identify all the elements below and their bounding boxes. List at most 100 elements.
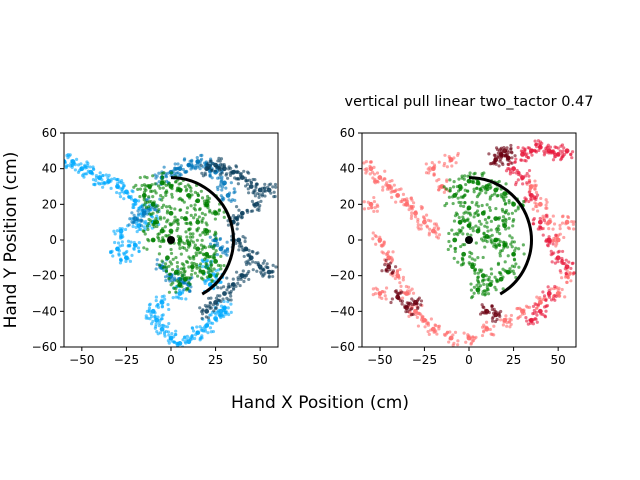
data-point-jitter	[129, 197, 134, 201]
data-point-jitter	[247, 178, 252, 182]
data-point-jitter	[534, 150, 539, 154]
data-point-jitter	[474, 224, 478, 228]
data-point-jitter	[135, 216, 140, 221]
data-point-jitter	[514, 246, 518, 250]
data-point	[493, 312, 499, 318]
data-point-jitter	[217, 176, 222, 180]
data-point-jitter	[102, 182, 106, 186]
data-point-jitter	[167, 290, 172, 294]
data-point-jitter	[539, 300, 543, 305]
data-point-jitter	[164, 329, 168, 334]
data-point-jitter	[523, 174, 528, 178]
data-point-jitter	[224, 252, 228, 256]
data-point-jitter	[188, 289, 192, 293]
data-point-jitter	[167, 333, 171, 337]
data-point-jitter	[170, 276, 174, 280]
data-point-jitter	[450, 195, 455, 199]
data-point-jitter	[556, 260, 560, 264]
data-point-jitter	[469, 288, 474, 292]
data-point-jitter	[209, 282, 213, 286]
data-point-jitter	[372, 172, 377, 176]
data-point-jitter	[160, 317, 164, 321]
data-point-jitter	[189, 204, 193, 208]
data-point-jitter	[219, 312, 223, 316]
data-point-jitter	[508, 325, 512, 329]
data-point	[457, 184, 463, 189]
data-point-jitter	[493, 156, 498, 160]
data-point-jitter	[192, 261, 196, 266]
data-point-jitter	[451, 333, 455, 337]
data-point-jitter	[564, 222, 568, 226]
data-point-jitter	[193, 208, 198, 212]
data-point-jitter	[67, 154, 71, 158]
data-point-jitter	[448, 159, 452, 163]
data-point-jitter	[482, 329, 486, 333]
data-point-jitter	[126, 257, 130, 261]
data-point-jitter	[479, 237, 484, 241]
data-point-jitter	[559, 158, 563, 162]
data-point-jitter	[476, 291, 481, 295]
data-point-jitter	[223, 306, 227, 310]
data-point-jitter	[121, 235, 125, 239]
data-point-jitter	[464, 182, 468, 187]
data-point-jitter	[424, 162, 428, 166]
data-point-jitter	[550, 260, 554, 264]
data-point-jitter	[239, 244, 243, 248]
data-point-jitter	[527, 190, 531, 194]
data-point-jitter	[244, 178, 248, 183]
data-point-jitter	[501, 153, 505, 158]
data-point-jitter	[111, 254, 115, 258]
data-point-jitter	[134, 202, 138, 206]
data-point-jitter	[164, 193, 168, 197]
data-point	[159, 326, 165, 332]
data-point-jitter	[565, 280, 569, 284]
data-point-jitter	[229, 302, 233, 306]
data-point-jitter	[235, 223, 239, 227]
data-point-jitter	[510, 211, 514, 215]
data-point-jitter	[231, 286, 236, 290]
data-point-jitter	[253, 189, 257, 193]
data-point-jitter	[563, 267, 567, 271]
data-point-jitter	[366, 200, 370, 204]
data-point-jitter	[198, 269, 202, 273]
data-point-jitter	[563, 275, 568, 279]
data-point-jitter	[208, 269, 212, 273]
data-point-jitter	[372, 199, 377, 204]
data-point-jitter	[558, 232, 562, 236]
data-point-jitter	[498, 254, 502, 258]
data-point-jitter	[469, 180, 474, 184]
data-point-jitter	[459, 244, 463, 249]
data-point-jitter	[383, 263, 387, 267]
data-point-jitter	[256, 201, 260, 205]
data-point-jitter	[370, 170, 375, 174]
data-point-jitter	[435, 224, 439, 228]
data-point-jitter	[225, 296, 229, 300]
data-point-jitter	[229, 310, 233, 314]
data-point-jitter	[409, 214, 414, 218]
data-point-jitter	[190, 268, 194, 273]
data-point-jitter	[483, 311, 487, 315]
data-point-jitter	[154, 298, 158, 303]
data-point-jitter	[552, 222, 557, 226]
data-point-jitter	[200, 171, 204, 175]
data-point-jitter	[505, 245, 510, 249]
data-point-jitter	[222, 263, 226, 268]
data-point-jitter	[475, 186, 479, 190]
data-point-jitter	[195, 262, 199, 267]
data-point-jitter	[480, 203, 484, 208]
data-point-jitter	[507, 226, 511, 230]
data-point-jitter	[169, 206, 173, 210]
data-point-jitter	[207, 196, 212, 201]
data-point-jitter	[185, 248, 189, 252]
data-point-jitter	[241, 269, 245, 273]
data-point-jitter	[382, 240, 386, 244]
data-point-jitter	[443, 153, 447, 157]
data-point-jitter	[200, 238, 204, 242]
data-point-jitter	[240, 215, 244, 219]
data-point-jitter	[483, 217, 488, 222]
data-point-jitter	[224, 172, 229, 176]
data-point-jitter	[532, 216, 536, 221]
data-point-jitter	[485, 203, 489, 207]
data-point-jitter	[398, 281, 402, 285]
data-point-jitter	[376, 204, 380, 209]
